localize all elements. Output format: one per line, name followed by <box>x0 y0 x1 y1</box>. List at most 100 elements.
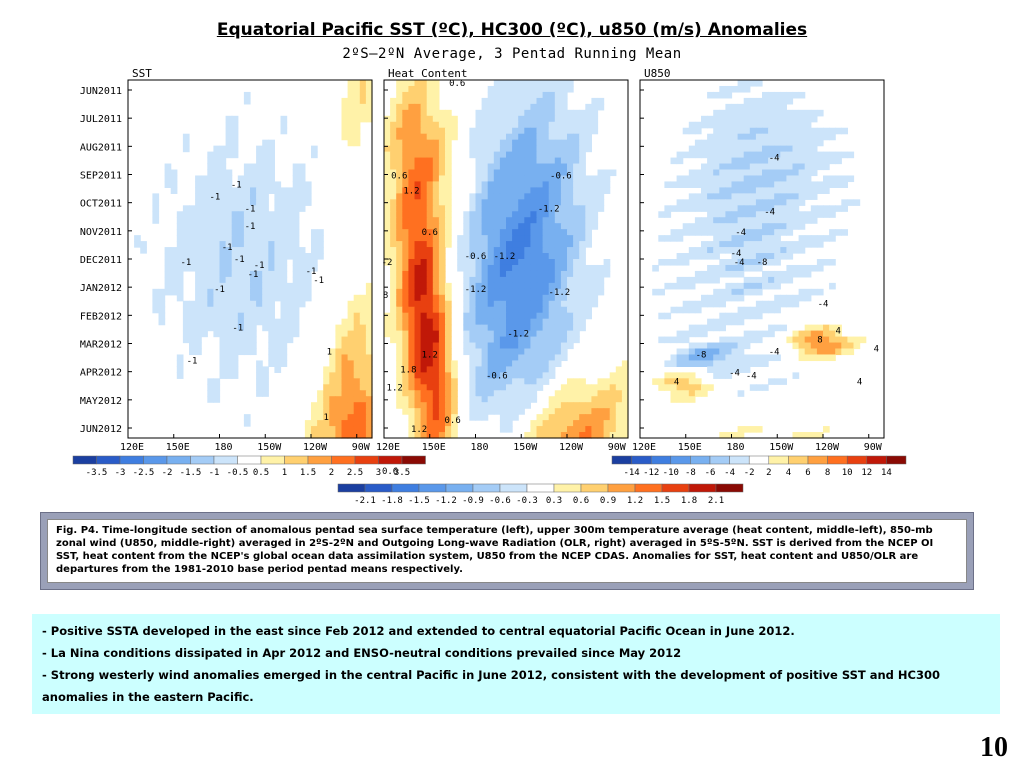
slide-title: Equatorial Pacific SST (ºC), HC300 (ºC),… <box>216 20 808 40</box>
heatmap-cell <box>445 187 452 194</box>
heatmap-cell <box>268 318 275 326</box>
heatmap-cell <box>286 336 294 344</box>
heatmap-cell <box>512 348 519 356</box>
heatmap-cell <box>542 229 550 236</box>
heatmap-cell <box>195 318 202 326</box>
heatmap-cell <box>688 253 696 260</box>
heatmap-cell <box>493 384 501 391</box>
heatmap-cell <box>445 420 452 427</box>
heatmap-cell <box>250 348 257 356</box>
heatmap-cell <box>567 151 574 159</box>
heat-content-colorbar-label: 0.6 <box>573 496 589 506</box>
heatmap-cell <box>402 360 409 367</box>
heatmap-cell <box>414 199 422 206</box>
heatmap-cell <box>798 175 806 183</box>
heatmap-cell <box>786 253 794 260</box>
heatmap-cell <box>432 145 440 153</box>
heatmap-cell <box>420 205 428 212</box>
heatmap-cell <box>499 402 507 409</box>
heatmap-cell <box>682 300 690 308</box>
heatmap-cell <box>426 169 434 177</box>
heatmap-cell <box>384 115 391 123</box>
heatmap-cell <box>250 193 257 200</box>
heatmap-cell <box>414 157 422 165</box>
heatmap-cell <box>432 318 440 326</box>
heatmap-cell <box>432 264 440 272</box>
heatmap-cell <box>762 199 769 206</box>
heatmap-cell <box>615 408 623 415</box>
heatmap-cell <box>396 187 403 194</box>
heatmap-cell <box>579 121 586 129</box>
heatmap-cell <box>475 217 483 224</box>
heatmap-cell <box>792 241 800 248</box>
heatmap-cell <box>390 205 397 212</box>
heatmap-cell <box>737 253 745 260</box>
heatmap-cell <box>359 312 367 320</box>
heatmap-cell <box>792 294 800 302</box>
heatmap-cell <box>445 360 452 367</box>
heatmap-cell <box>323 366 330 373</box>
heatmap-cell <box>365 306 373 314</box>
heatmap-cell <box>493 264 501 272</box>
heatmap-cell <box>506 223 513 230</box>
heatmap-cell <box>548 402 556 409</box>
heatmap-cell <box>469 127 477 135</box>
heatmap-cell <box>420 139 428 147</box>
heatmap-cell <box>396 342 403 350</box>
heatmap-cell <box>207 199 214 206</box>
heatmap-cell <box>560 217 568 224</box>
heatmap-cell <box>743 133 751 141</box>
u850-colorbar-swatch <box>670 455 691 465</box>
heatmap-cell <box>487 384 495 391</box>
heatmap-cell <box>573 282 580 290</box>
heatmap-cell <box>414 270 422 278</box>
heatmap-cell <box>554 354 562 362</box>
heatmap-cell <box>597 408 605 415</box>
heatmap-cell <box>554 181 562 188</box>
heatmap-cell <box>475 282 483 290</box>
heatmap-cell <box>512 217 519 224</box>
heatmap-cell <box>280 300 288 308</box>
heatmap-cell <box>438 288 446 296</box>
contour-label: 1.2 <box>422 350 438 360</box>
heatmap-cell <box>530 145 538 153</box>
x-tick-label: 120W <box>303 442 328 453</box>
heatmap-cell <box>213 330 221 338</box>
heatmap-cell <box>189 205 196 212</box>
heatmap-cell <box>329 366 336 373</box>
heatmap-cell <box>414 115 422 123</box>
heatmap-cell <box>396 151 403 159</box>
heatmap-cell <box>579 306 586 314</box>
heatmap-cell <box>341 354 349 362</box>
heatmap-cell <box>573 270 580 278</box>
heatmap-cell <box>810 139 818 147</box>
heatmap-cell <box>530 205 538 212</box>
heatmap-cell <box>396 163 403 171</box>
heatmap-cell <box>432 348 440 356</box>
heatmap-cell <box>396 360 403 367</box>
heatmap-cell <box>554 336 562 344</box>
heatmap-cell <box>792 432 800 439</box>
heatmap-cell <box>670 378 678 385</box>
heatmap-cell <box>567 336 574 344</box>
heatmap-cell <box>469 360 477 367</box>
heatmap-cell <box>311 408 318 415</box>
heatmap-cell <box>518 372 525 379</box>
heatmap-cell <box>402 247 409 254</box>
heatmap-cell <box>713 223 720 230</box>
heatmap-cell <box>493 91 501 99</box>
heatmap-cell <box>463 229 470 236</box>
heatmap-cell <box>225 264 233 272</box>
heatmap-cell <box>658 312 665 320</box>
heatmap-cell <box>493 402 501 409</box>
heatmap-cell <box>749 217 757 224</box>
heatmap-cell <box>707 163 714 171</box>
heatmap-cell <box>396 229 403 236</box>
heatmap-cell <box>536 253 544 260</box>
heatmap-cell <box>585 384 592 391</box>
heatmap-cell <box>512 211 519 218</box>
heatmap-cell <box>719 235 726 242</box>
heatmap-cell <box>347 330 355 338</box>
heatmap-cell <box>762 109 769 117</box>
heatmap-cell <box>591 270 599 278</box>
